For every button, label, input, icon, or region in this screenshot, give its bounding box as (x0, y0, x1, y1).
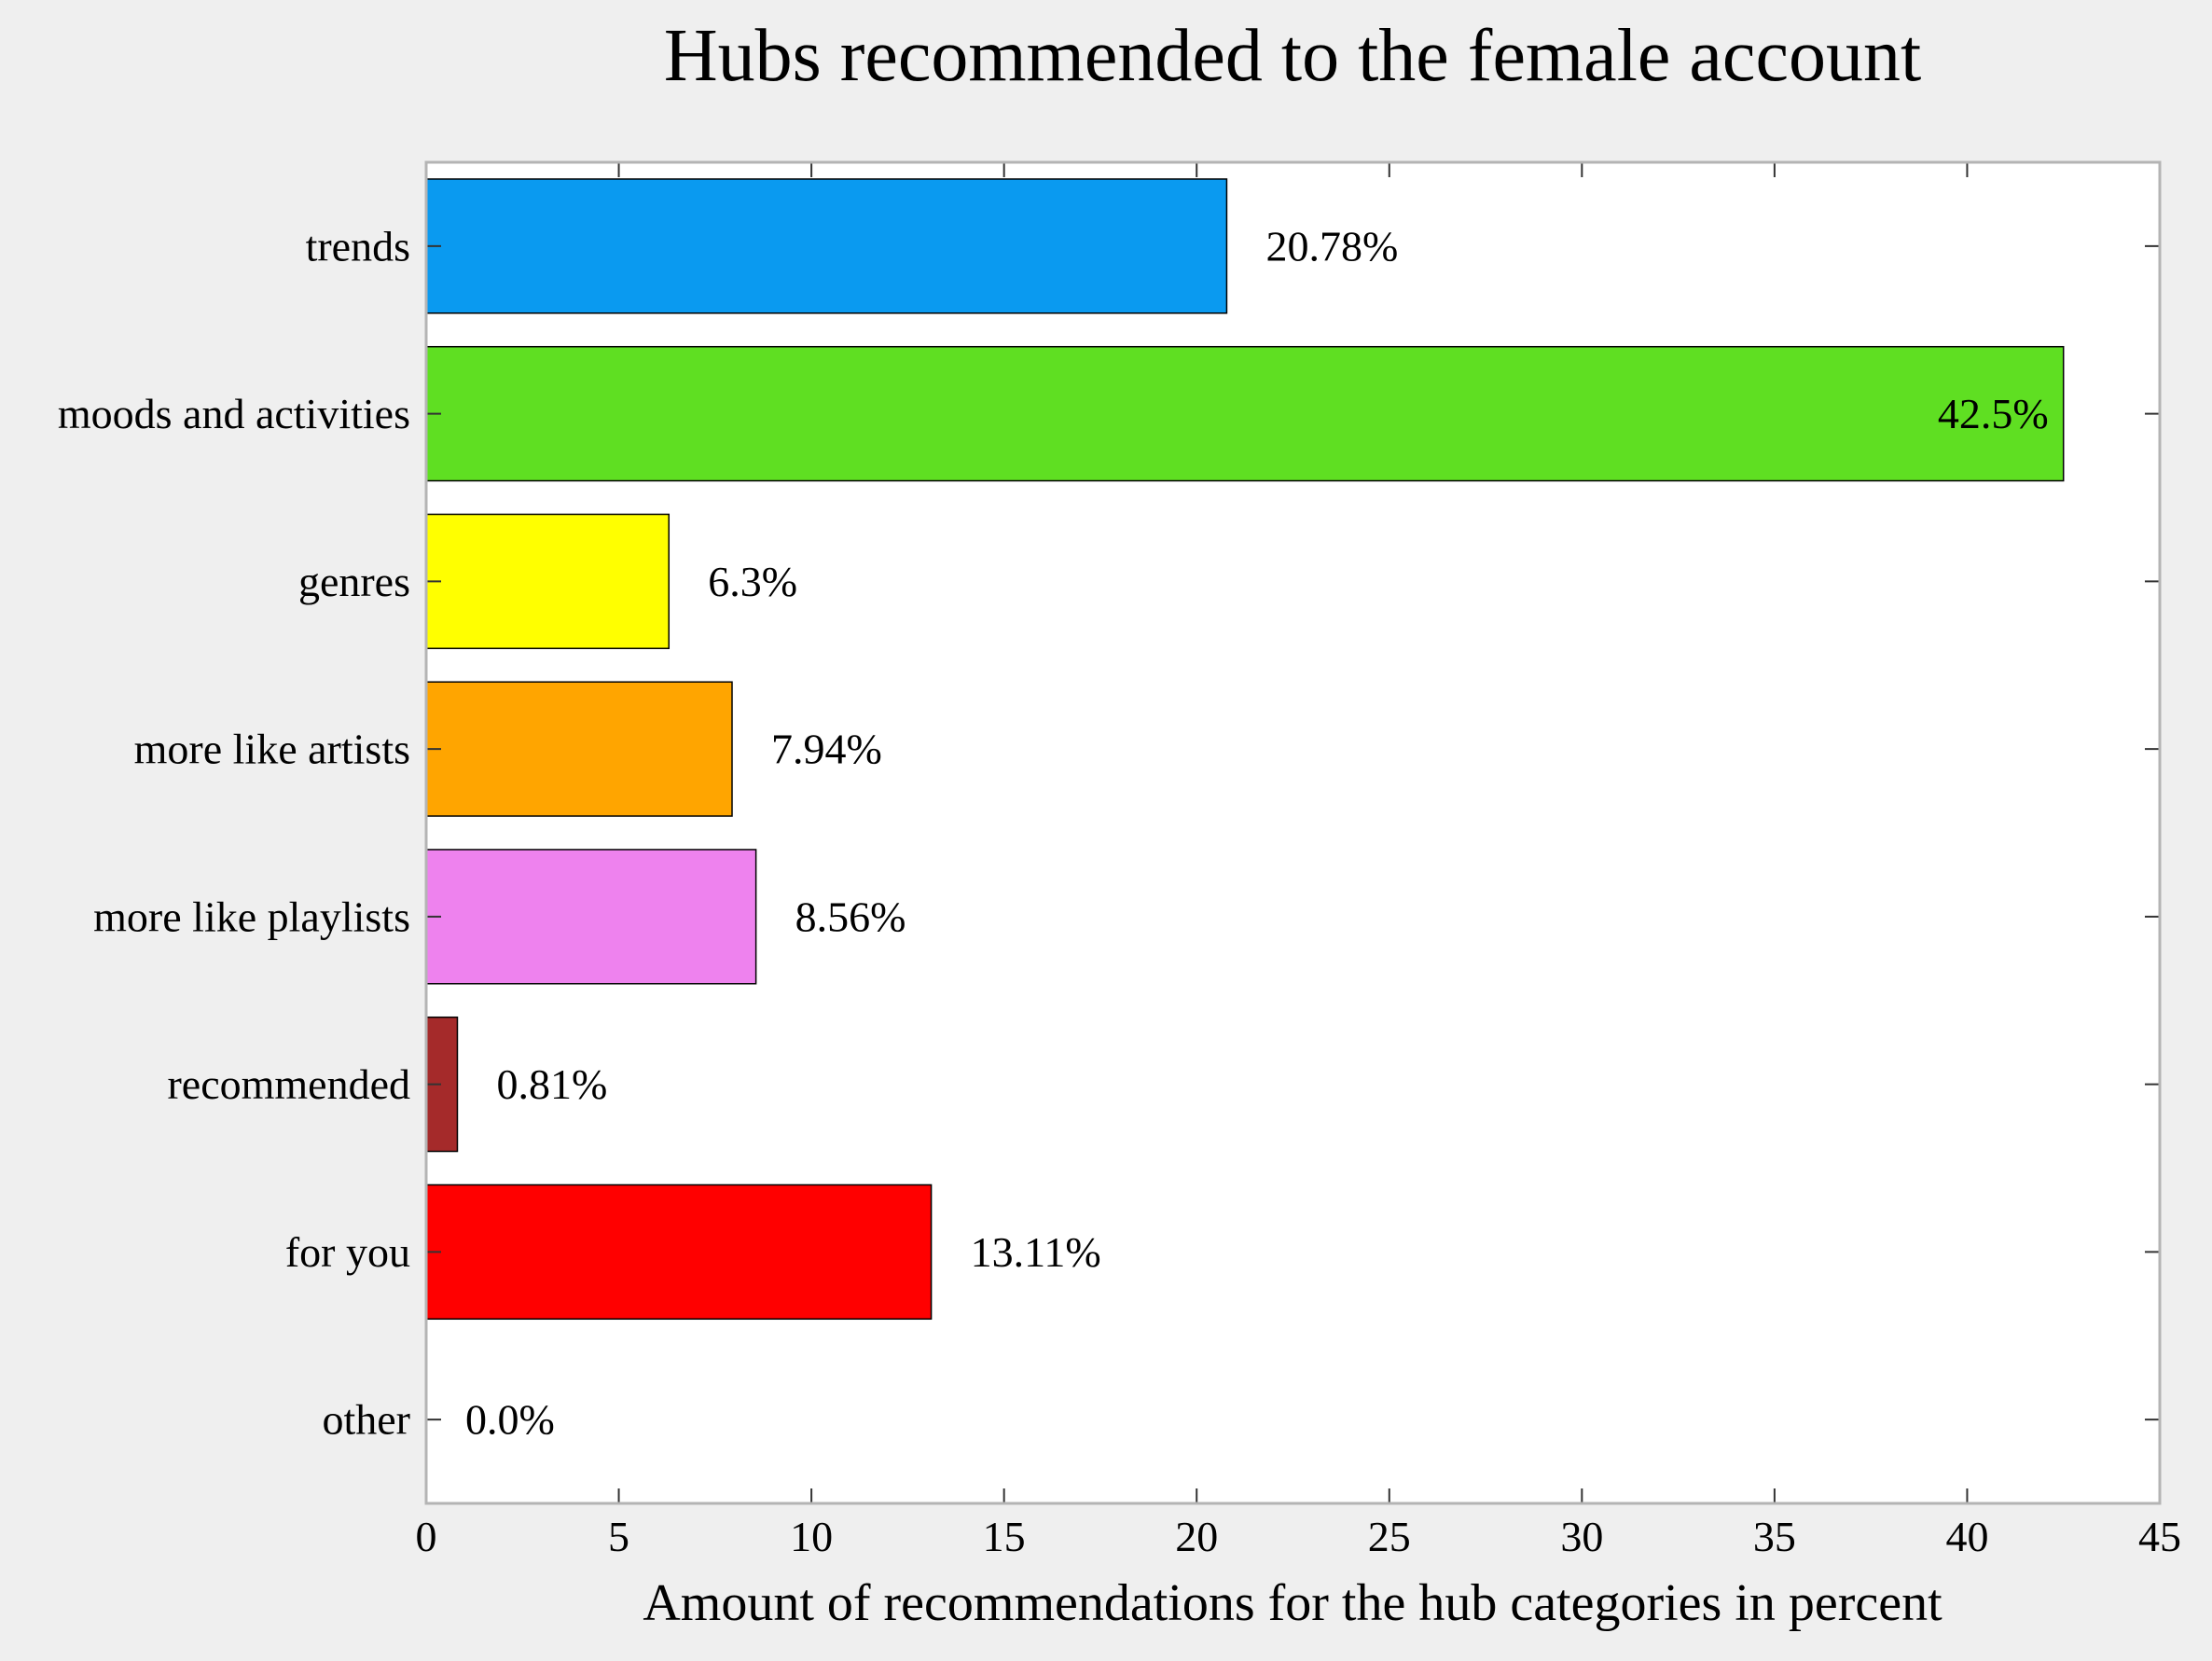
value-labels-layer: 20.78% 42.5% 6.3% 7.94% 8.56% 0.81% 13.11% 0.0% (465, 222, 2049, 1443)
x-tick-label: 10 (790, 1513, 833, 1560)
chart-title: Hubs recommended to the female account (664, 15, 1921, 97)
category-label: other (322, 1396, 410, 1444)
x-tick-label: 30 (1560, 1513, 1603, 1560)
bar-value-label: 0.81% (496, 1060, 607, 1108)
category-label: moods and activities (58, 390, 410, 437)
x-tick-label: 45 (2138, 1513, 2181, 1560)
plot-frame (424, 160, 2162, 1505)
x-axis-label: Amount of recommendations for the hub ca… (643, 1574, 1942, 1632)
x-tick-label: 15 (983, 1513, 1026, 1560)
bar-value-label: 8.56% (795, 893, 906, 940)
x-tick-label: 20 (1175, 1513, 1218, 1560)
x-tick-label: 35 (1753, 1513, 1796, 1560)
category-label: for you (285, 1228, 410, 1276)
category-label: genres (298, 558, 410, 605)
category-label: trends (306, 222, 410, 270)
bar (425, 1183, 933, 1321)
bar (425, 681, 733, 817)
bar-value-label: 0.0% (465, 1396, 555, 1444)
x-tick-label: 0 (416, 1513, 437, 1560)
y-axis: trends moods and activities genres more lik… (58, 222, 2160, 1444)
bar (425, 345, 2065, 482)
bar-value-label: 42.5% (1938, 390, 2049, 437)
bars-layer (425, 178, 2065, 1321)
x-axis: 0 5 10 15 20 25 30 35 40 45 (416, 162, 2181, 1560)
category-label: more like artists (134, 726, 410, 773)
bar (425, 849, 757, 985)
bar-value-label: 13.11% (971, 1228, 1101, 1276)
bar-value-label: 7.94% (771, 726, 882, 773)
x-tick-label: 5 (608, 1513, 629, 1560)
bar-value-label: 6.3% (708, 558, 797, 605)
bar (425, 178, 1228, 314)
category-label: recommended (167, 1060, 410, 1108)
bar-value-label: 20.78% (1265, 222, 1398, 270)
bar (425, 513, 671, 650)
x-tick-label: 25 (1368, 1513, 1411, 1560)
x-tick-label: 40 (1945, 1513, 1988, 1560)
category-label: more like playlists (93, 893, 410, 940)
